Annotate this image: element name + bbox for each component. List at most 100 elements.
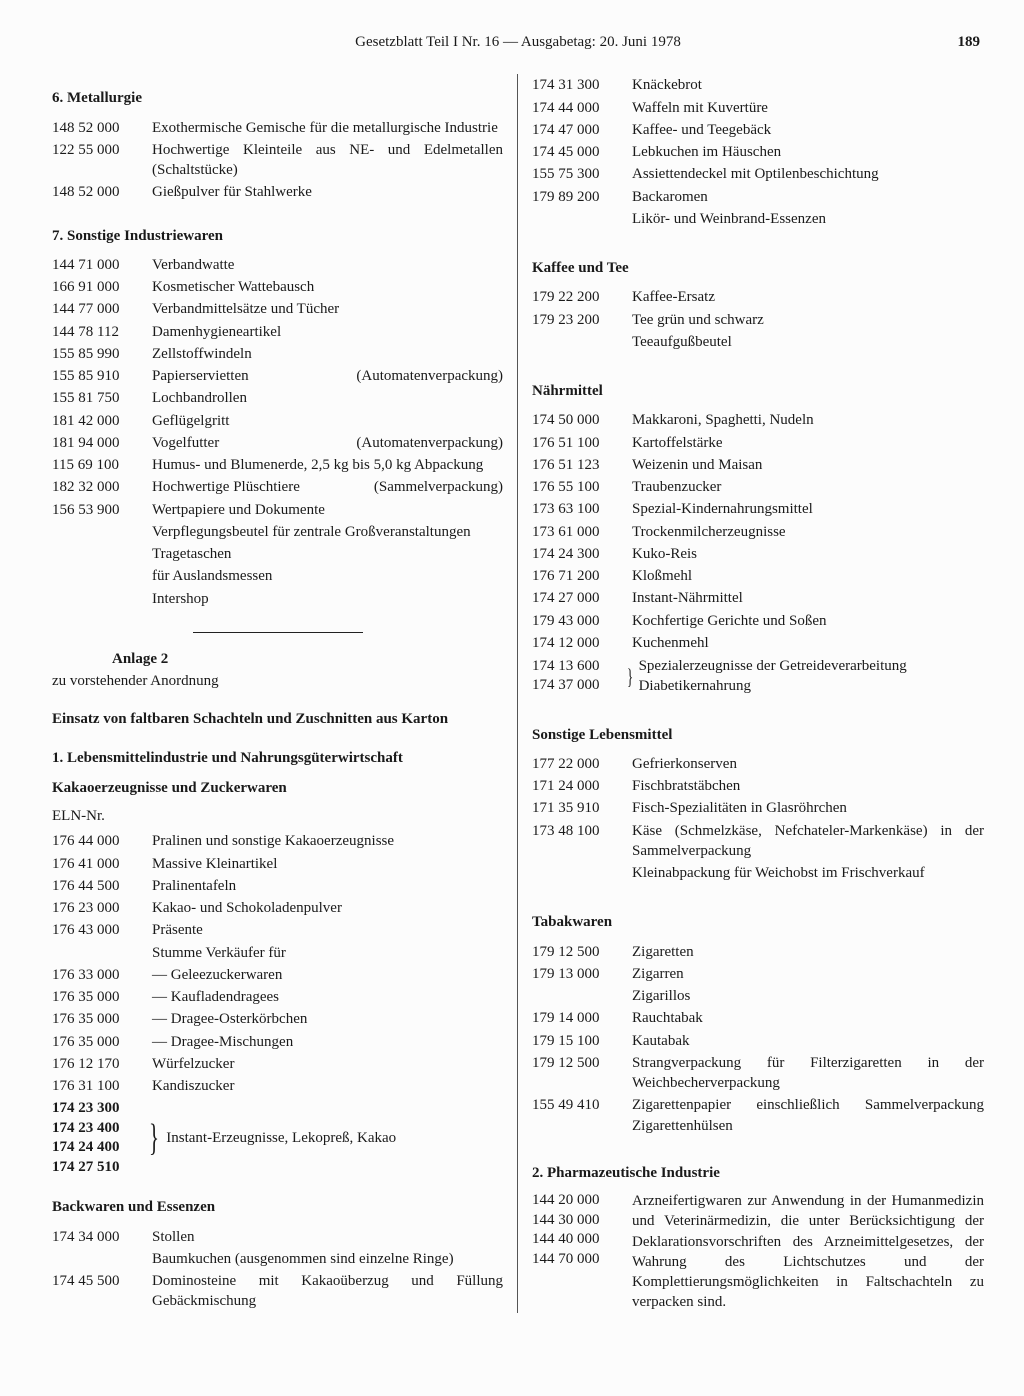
eln-code: 144 71 000 [52,254,152,276]
eln-code [52,521,152,543]
section-7-table: 144 71 000Verbandwatte 166 91 000Kosmeti… [52,254,503,610]
sonstige-table: 177 22 000Gefrierkonserven 171 24 000Fis… [532,753,984,885]
eln-desc: Käse (Schmelzkäse, Nefchateler-Markenkäs… [632,820,984,863]
eln-desc: Geflügelgritt [152,410,503,432]
table-row: 174 45 000Lebkuchen im Häuschen [532,141,984,163]
eln-code: 144 40 000 [532,1230,624,1250]
eln-code: 176 35 000 [52,986,152,1008]
eln-desc: Verbandmittelsätze und Tücher [152,298,503,320]
eln-desc: Kakao- und Schokoladenpulver [152,897,503,919]
eln-desc-right: (Automatenverpackung) [356,366,503,386]
eln-desc: Kochfertige Gerichte und Soßen [632,610,984,632]
eln-desc: Zigarillos [632,985,984,1007]
eln-code: 144 78 112 [52,321,152,343]
tabak-heading: Tabakwaren [532,912,984,932]
eln-code: 179 13 000 [532,963,632,985]
eln-code: 173 48 100 [532,820,632,863]
eln-desc: Waffeln mit Kuvertüre [632,97,984,119]
table-row: 174 47 000Kaffee- und Teegebäck [532,119,984,141]
table-row: 177 22 000Gefrierkonserven [532,753,984,775]
eln-desc: Verbandwatte [152,254,503,276]
table-row: 181 42 000Geflügelgritt [52,410,503,432]
eln-code: 174 24 400 [52,1138,144,1158]
pharma-desc: Arzneifertigwaren zur Anwendung in der H… [624,1191,984,1313]
curly-brace-icon: } [627,669,636,684]
eln-code: 179 89 200 [532,186,632,208]
pharma-block: 144 20 000 144 30 000 144 40 000 144 70 … [532,1191,984,1313]
eln-code: 115 69 100 [52,454,152,476]
eln-desc-right: (Sammelverpackung) [374,477,503,497]
eln-code: 176 31 100 [52,1075,152,1097]
table-row: Baumkuchen (ausgenommen sind einzelne Ri… [52,1248,503,1270]
eln-desc: Instant-Nährmittel [632,587,984,609]
eln-desc: Lebkuchen im Häuschen [632,141,984,163]
eln-desc: Pralinen und sonstige Kakaoerzeugnisse [152,830,503,852]
naehrmittel-heading: Nährmittel [532,381,984,401]
eln-code: 171 24 000 [532,775,632,797]
eln-code: 174 47 000 [532,119,632,141]
eln-desc: Tragetaschen [152,543,503,565]
backwaren-table: 174 34 000Stollen Baumkuchen (ausgenomme… [52,1226,503,1313]
table-row: 174 31 300Knäckebrot [532,74,984,96]
table-row: 179 89 200Backaromen [532,186,984,208]
eln-code: 174 34 000 [52,1226,152,1248]
left-column: 6. Metallurgie 148 52 000Exothermische G… [52,74,518,1312]
pharma-codes: 144 20 000 144 30 000 144 40 000 144 70 … [532,1191,624,1313]
eln-desc: Weizenin und Maisan [632,454,984,476]
table-row: 155 85 910Papierservietten(Automatenverp… [52,365,503,387]
table-row: 173 61 000Trockenmilcherzeugnisse [532,521,984,543]
eln-desc: Dominosteine mit Kakaoüberzug und Füllun… [152,1270,503,1313]
kakao-table: 176 44 000Pralinen und sonstige Kakaoerz… [52,830,503,1097]
table-row: 174 44 000Waffeln mit Kuvertüre [532,97,984,119]
table-row: 176 41 000Massive Kleinartikel [52,853,503,875]
eln-code: 174 50 000 [532,409,632,431]
curly-brace-icon: } [149,1127,161,1150]
table-row: 176 12 170Würfelzucker [52,1053,503,1075]
table-row: 176 44 000Pralinen und sonstige Kakaoerz… [52,830,503,852]
eln-desc: Strangverpackung für Filterzigaretten in… [632,1052,984,1095]
table-row: 176 35 000— Dragee-Osterkörbchen [52,1008,503,1030]
section-6-table: 148 52 000Exothermische Gemische für die… [52,117,503,204]
eln-code: 148 52 000 [52,117,152,139]
eln-desc: Damenhygieneartikel [152,321,503,343]
instant-brace-group: 174 23 300 174 23 400 174 24 400 174 27 … [52,1099,503,1177]
eln-code: 174 31 300 [532,74,632,96]
section-1-heading: 1. Lebensmittelindustrie und Nahrungsgüt… [52,748,503,768]
eln-code: 176 12 170 [52,1053,152,1075]
backwaren-heading: Backwaren und Essenzen [52,1197,503,1217]
eln-desc: Spezial-Kindernahrungsmittel [632,498,984,520]
eln-code: 176 43 000 [52,919,152,941]
eln-code: 156 53 900 [52,499,152,521]
eln-code: 179 12 500 [532,941,632,963]
eln-code: 176 44 500 [52,875,152,897]
eln-desc: Likör- und Weinbrand-Essenzen [632,208,984,230]
eln-code: 144 70 000 [532,1250,624,1270]
eln-desc: Pralinentafeln [152,875,503,897]
eln-code: 174 13 600 [532,657,624,677]
eln-desc: Würfelzucker [152,1053,503,1075]
eln-desc: Massive Kleinartikel [152,853,503,875]
eln-code: 174 23 300 [52,1099,144,1119]
eln-desc: Zigaretten [632,941,984,963]
eln-code: 174 44 000 [532,97,632,119]
eln-code: 122 55 000 [52,139,152,182]
eln-code: 177 22 000 [532,753,632,775]
eln-desc: Kandiszucker [152,1075,503,1097]
table-row: für Auslandsmessen [52,565,503,587]
eln-desc: Kosmetischer Wattebausch [152,276,503,298]
eln-desc: Zigarettenpapier einschließlich Sammelve… [632,1094,984,1137]
table-row: 122 55 000Hochwertige Kleinteile aus NE-… [52,139,503,182]
eln-code: 148 52 000 [52,181,152,203]
table-row: 176 23 000Kakao- und Schokoladenpulver [52,897,503,919]
table-row: 173 48 100Käse (Schmelzkäse, Nefchateler… [532,820,984,863]
eln-desc: Wertpapiere und Dokumente [152,499,503,521]
anlage-label: Anlage 2 [112,649,503,669]
eln-code: 155 81 750 [52,387,152,409]
eln-code: 155 85 990 [52,343,152,365]
eln-code [52,543,152,565]
table-row: 176 43 000Präsente [52,919,503,941]
table-row: Intershop [52,588,503,610]
eln-code: 174 45 000 [532,141,632,163]
eln-desc: Assiettendeckel mit Optilenbeschichtung [632,163,984,185]
two-column-layout: 6. Metallurgie 148 52 000Exothermische G… [52,74,984,1312]
